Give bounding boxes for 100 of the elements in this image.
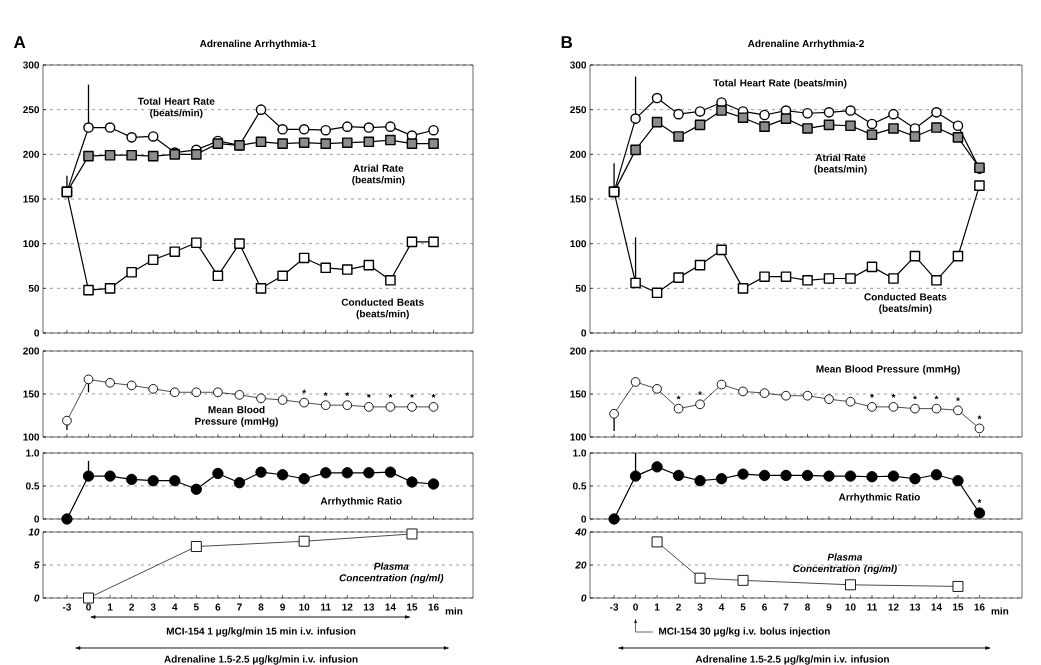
text: MCI-154 30 μg/kg i.v. bolus injection <box>659 627 830 637</box>
annotation: * <box>934 395 939 400</box>
y-tick-label: 100 <box>23 240 40 248</box>
y-tick-label: 200 <box>23 150 40 158</box>
annotation: * <box>891 393 896 398</box>
annotation: * <box>698 391 702 396</box>
y-tick-label: 0.5 <box>572 482 587 490</box>
x-tick-label: 8 <box>258 603 264 611</box>
x-tick-label: 0 <box>86 603 91 611</box>
annotation: * <box>977 415 982 420</box>
y-tick-label: 150 <box>570 390 587 398</box>
x-tick-label: 12 <box>342 603 353 611</box>
y-tick-label: 40 <box>575 528 587 536</box>
y-tick-label: 250 <box>23 106 40 114</box>
y-tick-label: 0 <box>34 329 40 337</box>
x-tick-label: 14 <box>385 603 396 611</box>
x-tick-label: 0 <box>633 603 638 611</box>
x-tick-label: 1 <box>107 603 113 611</box>
x-tick-label: 11 <box>867 603 877 611</box>
x-tick-label: 16 <box>428 603 439 611</box>
annotation: * <box>410 393 414 398</box>
x-tick-label: 13 <box>910 603 921 611</box>
x-tick-label: 7 <box>237 603 242 611</box>
text: Conducted Beats (beats/min) <box>341 298 424 320</box>
y-tick-label: 100 <box>570 240 587 248</box>
annotation: * <box>870 393 874 398</box>
chart-title: Adrenaline Arrhythmia-2 <box>747 39 864 50</box>
y-tick-label: 10 <box>28 528 40 536</box>
x-tick-label: 4 <box>172 603 178 611</box>
x-tick-label: 11 <box>321 603 331 611</box>
x-tick-label: 3 <box>697 603 703 611</box>
text: A <box>13 36 26 48</box>
annotation: * <box>323 392 328 396</box>
series-label: Atrial Rate (beats/min) <box>814 153 867 175</box>
x-tick-label: 6 <box>215 603 221 611</box>
y-tick-label: 150 <box>23 195 40 203</box>
x-tick-label: 5 <box>740 603 746 611</box>
y-tick-label: 200 <box>23 347 40 355</box>
y-tick-label: 50 <box>575 284 587 292</box>
series-label: Mean Blood Pressure (mmHg) <box>816 365 960 375</box>
y-tick-label: 200 <box>570 150 587 158</box>
y-tick-label: 1.0 <box>573 449 587 457</box>
y-tick-label: 100 <box>570 433 587 441</box>
y-tick-label: 5 <box>34 561 40 569</box>
series-label: Arrhythmic Ratio <box>838 493 920 503</box>
x-tick-label: 4 <box>718 603 725 611</box>
series-label: Arrhythmic Ratio <box>320 497 402 507</box>
y-tick-label: 0 <box>34 594 40 602</box>
text: Adrenaline 1.5-2.5 μg/kg/min i.v. infusion <box>164 655 358 665</box>
text: B <box>561 36 573 48</box>
annotation: * <box>388 393 393 398</box>
y-tick-label: 0.5 <box>25 482 40 490</box>
x-tick-label: 5 <box>193 603 199 611</box>
y-tick-label: 0 <box>34 515 40 523</box>
annotation: * <box>676 395 681 400</box>
x-tick-label: 15 <box>407 603 418 611</box>
x-tick-label: 10 <box>845 603 856 611</box>
series-label: Plasma Concentration (ng/ml) <box>793 553 897 575</box>
annotation: * <box>977 499 982 503</box>
y-tick-label: 50 <box>28 284 40 292</box>
text: Plasma Concentration (ng/ml) <box>339 562 444 584</box>
x-axis-title: min <box>991 607 1009 615</box>
y-tick-label: 200 <box>570 347 587 355</box>
x-tick-label: 8 <box>805 603 810 611</box>
annotation: * <box>345 392 350 396</box>
x-tick-label: -3 <box>62 603 72 611</box>
annotation: * <box>431 393 436 398</box>
y-tick-label: 300 <box>570 61 587 69</box>
x-tick-label: 1 <box>654 603 660 611</box>
y-tick-label: 20 <box>575 561 587 569</box>
series-label: Atrial Rate (beats/min) <box>352 164 405 186</box>
x-tick-label: 3 <box>150 603 156 611</box>
x-tick-label: 9 <box>826 603 832 611</box>
y-tick-label: 0 <box>581 329 587 337</box>
y-tick-label: 100 <box>23 433 40 441</box>
y-tick-label: 250 <box>570 106 587 114</box>
y-tick-label: 0 <box>581 515 587 523</box>
x-axis-title: min <box>445 607 463 615</box>
x-tick-label: 9 <box>280 603 285 611</box>
y-tick-label: 150 <box>570 195 587 203</box>
chart-title: Adrenaline Arrhythmia-1 <box>199 39 317 50</box>
x-tick-label: 15 <box>953 603 964 611</box>
series-label: Conducted Beats (beats/min) <box>864 293 947 314</box>
x-tick-label: 13 <box>363 603 375 611</box>
annotation: * <box>366 393 371 398</box>
text: Adrenaline 1.5-2.5 μg/kg/min i.v. infusion <box>695 655 889 665</box>
y-tick-label: 150 <box>23 390 40 398</box>
series-label: Total Heart Rate (beats/min) <box>137 97 215 119</box>
x-tick-label: -3 <box>610 603 619 611</box>
x-tick-label: 2 <box>129 603 135 611</box>
x-tick-label: 16 <box>974 603 985 611</box>
annotation: * <box>913 395 917 400</box>
text: MCI-154 1 μg/kg/min 15 min i.v. infusion <box>166 627 356 637</box>
x-tick-label: 7 <box>783 603 789 611</box>
y-tick-label: 300 <box>23 61 40 69</box>
x-tick-label: 14 <box>931 603 942 611</box>
y-tick-label: 1.0 <box>26 449 40 457</box>
x-tick-label: 12 <box>888 603 899 611</box>
series-label: Total Heart Rate (beats/min) <box>713 79 847 89</box>
series-label: Mean Blood Pressure (mmHg) <box>195 405 278 427</box>
